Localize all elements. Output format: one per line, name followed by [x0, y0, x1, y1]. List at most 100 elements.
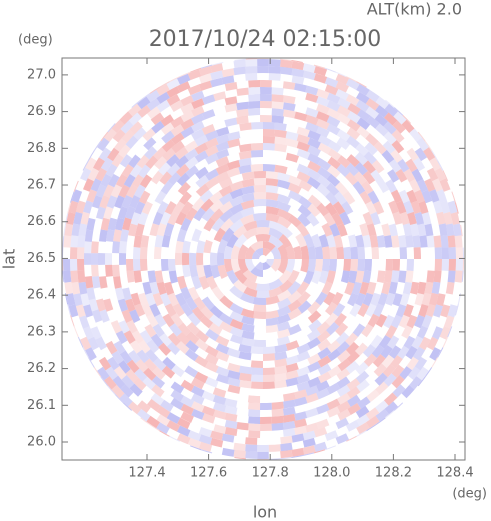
echo-cell — [226, 347, 241, 358]
echo-cell — [99, 276, 108, 289]
echo-cell — [442, 336, 449, 348]
echo-cell — [294, 425, 307, 435]
echo-cell — [134, 201, 146, 215]
echo-cell — [405, 235, 414, 248]
echo-cell — [371, 246, 380, 259]
echo-cell — [326, 382, 341, 395]
echo-cell — [454, 304, 459, 316]
echo-cell — [194, 142, 209, 155]
echo-cell — [226, 233, 239, 249]
echo-cell — [375, 408, 389, 422]
echo-cell — [113, 366, 127, 380]
echo-cell — [125, 135, 139, 149]
echo-cell — [277, 216, 292, 229]
echo-cell — [133, 377, 147, 391]
echo-cell — [169, 323, 182, 337]
echo-cell — [388, 281, 398, 295]
echo-cell — [115, 217, 125, 231]
echo-cell — [234, 269, 248, 284]
echo-cell — [141, 201, 153, 215]
echo-cell — [75, 304, 86, 318]
echo-cell — [308, 319, 322, 332]
echo-cell — [80, 336, 92, 351]
echo-cell — [280, 442, 293, 452]
echo-cell — [401, 325, 413, 339]
echo-cell — [385, 325, 398, 339]
echo-cell — [121, 195, 133, 209]
echo-cell — [210, 208, 224, 222]
echo-cell — [243, 220, 258, 232]
echo-cell — [112, 129, 126, 143]
echo-cell — [288, 324, 302, 336]
echo-cell — [296, 126, 310, 137]
echo-cell — [112, 241, 120, 254]
echo-cell — [375, 96, 389, 110]
echo-cell — [285, 377, 299, 387]
echo-cell — [128, 401, 142, 415]
echo-cell — [329, 223, 341, 237]
echo-cell — [91, 195, 103, 209]
echo-cell — [236, 422, 249, 431]
echo-cell — [280, 58, 292, 61]
echo-cell — [440, 200, 451, 214]
echo-cell — [213, 91, 227, 102]
echo-cell — [366, 415, 380, 429]
echo-cell — [383, 121, 397, 135]
echo-cell — [327, 148, 342, 161]
echo-cell — [326, 92, 341, 104]
echo-cell — [229, 219, 244, 233]
echo-cell — [274, 122, 287, 131]
echo-cell — [431, 357, 438, 368]
echo-cell — [236, 108, 249, 118]
echo-cell — [248, 108, 261, 116]
echo-cell — [317, 338, 331, 352]
echo-cell — [416, 325, 429, 339]
echo-cell — [409, 179, 421, 193]
echo-cell — [307, 259, 316, 273]
echo-cell — [302, 430, 316, 441]
echo-cell — [326, 182, 340, 196]
echo-cell — [325, 312, 339, 327]
echo-cell — [241, 192, 255, 203]
echo-cell — [257, 66, 269, 74]
echo-cell — [287, 290, 302, 304]
echo-cell — [307, 376, 321, 388]
y-tick-label: 27.0 — [27, 67, 56, 82]
echo-cell — [111, 153, 124, 168]
echo-cell — [99, 309, 110, 323]
y-tick-label: 26.9 — [27, 104, 56, 119]
echo-cell — [327, 340, 341, 353]
echo-cell — [139, 174, 153, 188]
echo-cell — [170, 397, 184, 410]
echo-cell — [97, 253, 106, 265]
echo-cell — [451, 191, 456, 203]
echo-cell — [268, 59, 281, 67]
echo-cell — [325, 202, 338, 217]
echo-cell — [391, 235, 400, 248]
echo-cell — [126, 184, 138, 198]
echo-cell — [305, 422, 319, 433]
echo-cell — [125, 259, 134, 271]
echo-cell — [294, 411, 308, 421]
echo-cell — [103, 206, 114, 220]
echo-cell — [372, 354, 386, 368]
echo-cell — [200, 198, 214, 212]
echo-cell — [219, 201, 233, 214]
echo-cell — [387, 169, 400, 183]
echo-cell — [93, 157, 105, 171]
echo-cell — [337, 392, 351, 405]
echo-cell — [166, 341, 181, 356]
echo-cell — [84, 253, 92, 265]
echo-cell — [166, 86, 181, 98]
echo-cell — [215, 171, 230, 183]
echo-cell — [413, 346, 426, 361]
echo-cell — [302, 445, 316, 455]
echo-cell — [133, 127, 147, 141]
echo-cell — [211, 286, 225, 301]
echo-cell — [436, 293, 446, 307]
echo-cell — [426, 167, 439, 182]
echo-cell — [345, 420, 360, 432]
echo-cell — [418, 200, 429, 214]
echo-cell — [123, 174, 136, 188]
echo-cell — [307, 153, 321, 165]
